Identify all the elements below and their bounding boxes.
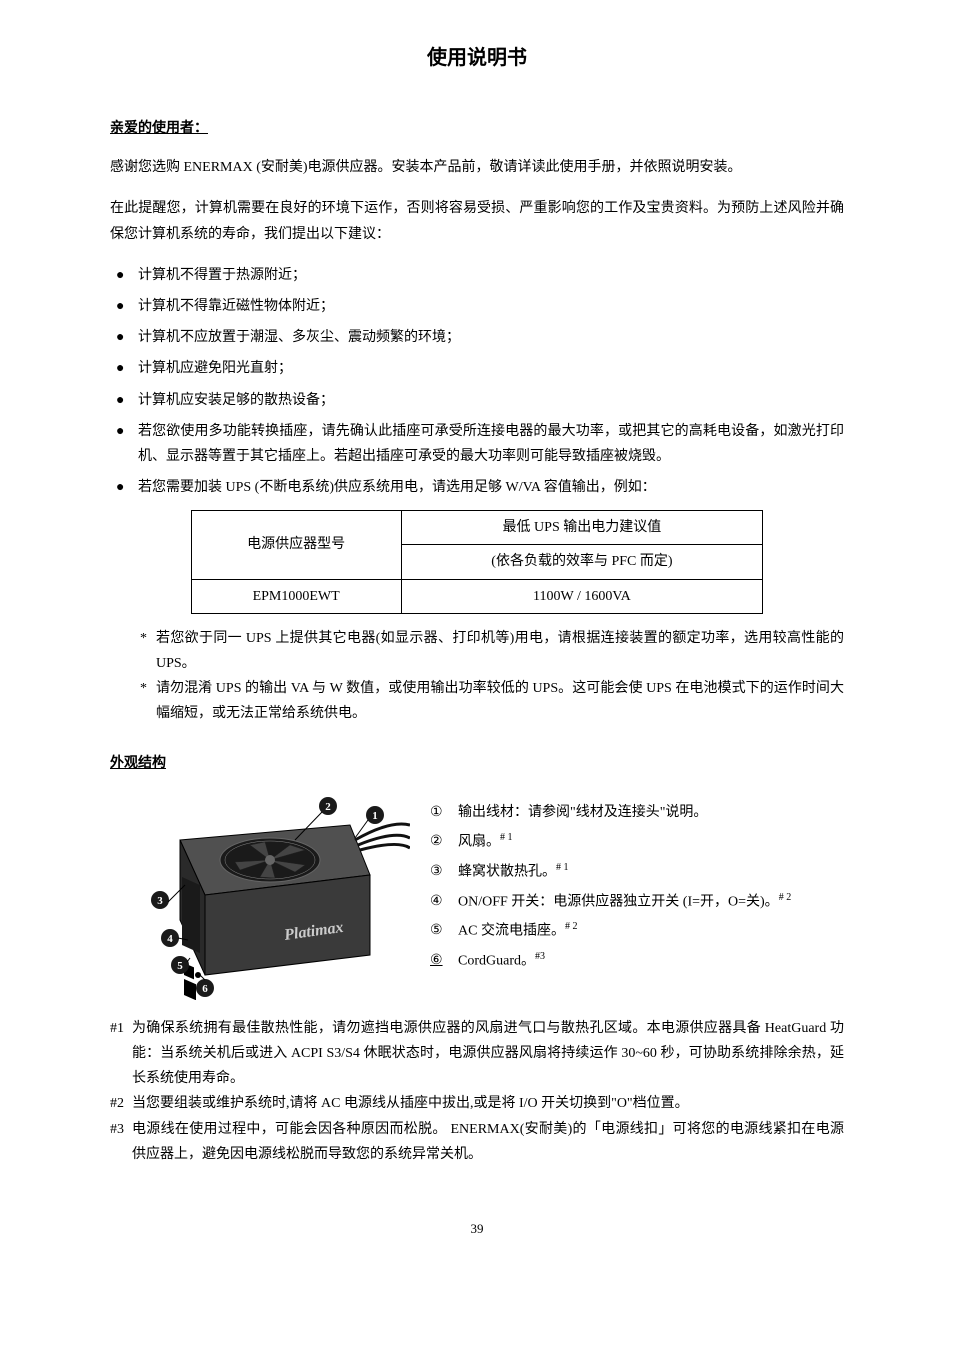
advice-item: 计算机不应放置于潮湿、多灰尘、震动频繁的环境； [110,325,844,350]
ups-note: 请勿混淆 UPS 的输出 VA 与 W 数值，或使用输出功率较低的 UPS。这可… [140,676,844,726]
ups-table-cell-model: EPM1000EWT [191,579,401,613]
hash-text: 电源线在使用过程中，可能会因各种原因而松脱。 ENERMAX(安耐美)的「电源线… [132,1122,844,1162]
structure-text: 风扇。 [458,835,500,850]
svg-text:3: 3 [157,895,163,907]
advice-item: 计算机应避免阳光直射； [110,356,844,381]
circled-num-icon: ④ [430,889,443,914]
svg-text:6: 6 [202,983,208,995]
sup-ref: # 2 [779,892,792,903]
advice-item: 若您需要加装 UPS (不断电系统)供应系统用电，请选用足够 W/VA 容值输出… [110,475,844,500]
advice-item: 计算机不得置于热源附近； [110,263,844,288]
hash-text: 为确保系统拥有最佳散热性能，请勿遮挡电源供应器的风扇进气口与散热孔区域。本电源供… [132,1021,844,1086]
circled-num-icon: ② [430,829,443,854]
structure-item: ① 输出线材：请参阅"线材及连接头"说明。 [430,800,844,825]
advice-item: 计算机应安装足够的散热设备； [110,388,844,413]
page-number: 39 [110,1217,844,1240]
structure-text: 输出线材：请参阅"线材及连接头"说明。 [458,805,707,820]
structure-item: ② 风扇。# 1 [430,829,844,855]
structure-text: 蜂窝状散热孔。 [458,864,556,879]
svg-text:5: 5 [177,960,183,972]
psu-diagram: Platimax 1 2 3 4 5 6 [110,790,410,1000]
structure-text: AC 交流电插座。 [458,924,565,939]
hash-note: #3 电源线在使用过程中，可能会因各种原因而松脱。 ENERMAX(安耐美)的「电… [110,1117,844,1167]
sup-ref: # 2 [565,921,578,932]
intro-para-1: 感谢您选购 ENERMAX (安耐美)电源供应器。安装本产品前，敬请详读此使用手… [110,155,844,180]
hash-note: #2 当您要组装或维护系统时,请将 AC 电源线从插座中拔出,或是将 I/O 开关… [110,1091,844,1116]
svg-text:4: 4 [167,933,173,945]
circled-num-icon: ⑥ [430,948,443,973]
circled-num-icon: ③ [430,859,443,884]
structure-text: CordGuard。 [458,954,535,969]
advice-item: 若您欲使用多功能转换插座，请先确认此插座可承受所连接电器的最大功率，或把其它的高… [110,419,844,469]
svg-text:2: 2 [325,801,331,813]
ups-table-header-model: 电源供应器型号 [191,511,401,579]
ups-note: 若您欲于同一 UPS 上提供其它电器(如显示器、打印机等)用电，请根据连接装置的… [140,626,844,676]
circled-num-icon: ⑤ [430,918,443,943]
hash-tag: #2 [110,1091,124,1116]
hash-note: #1 为确保系统拥有最佳散热性能，请勿遮挡电源供应器的风扇进气口与散热孔区域。本电… [110,1016,844,1092]
ups-table-header-subvalue: (依各负载的效率与 PFC 而定) [401,545,763,579]
hash-tag: #1 [110,1016,124,1041]
ups-table-cell-value: 1100W / 1600VA [401,579,763,613]
sup-ref: #3 [535,951,545,962]
psu-svg: Platimax 1 2 3 4 5 6 [110,790,410,1000]
structure-item: ⑤ AC 交流电插座。# 2 [430,918,844,944]
structure-list: ①输出线材：请参阅"线材及连接头"说明。 ②风扇。# 1 ③蜂窝状散热孔。# 1… [430,790,844,978]
structure-heading: 外观结构 [110,751,844,776]
sup-ref: # 1 [556,862,569,873]
intro-para-2: 在此提醒您，计算机需要在良好的环境下运作，否则将容易受损、严重影响您的工作及宝贵… [110,196,844,246]
hash-text: 当您要组装或维护系统时,请将 AC 电源线从插座中拔出,或是将 I/O 开关切换… [132,1096,689,1111]
hash-notes: #1 为确保系统拥有最佳散热性能，请勿遮挡电源供应器的风扇进气口与散热孔区域。本电… [110,1016,844,1167]
advice-list: 计算机不得置于热源附近； 计算机不得靠近磁性物体附近； 计算机不应放置于潮湿、多… [110,263,844,501]
ups-table-header-value: 最低 UPS 输出电力建议值 [401,511,763,545]
greeting-heading: 亲爱的使用者： [110,116,844,141]
structure-text: ON/OFF 开关：电源供应器独立开关 (I=开，O=关)。 [458,894,779,909]
structure-item: ④ ON/OFF 开关：电源供应器独立开关 (I=开，O=关)。# 2 [430,889,844,915]
structure-item: ⑥ CordGuard。#3 [430,948,844,974]
ups-notes: 若您欲于同一 UPS 上提供其它电器(如显示器、打印机等)用电，请根据连接装置的… [110,626,844,727]
page-title: 使用说明书 [110,40,844,76]
structure-block: Platimax 1 2 3 4 5 6 [110,790,844,1000]
ups-table: 电源供应器型号 最低 UPS 输出电力建议值 (依各负载的效率与 PFC 而定)… [191,510,764,614]
circled-num-icon: ① [430,800,443,825]
sup-ref: # 1 [500,832,513,843]
structure-item: ③ 蜂窝状散热孔。# 1 [430,859,844,885]
svg-text:1: 1 [372,810,378,822]
hash-tag: #3 [110,1117,124,1142]
advice-item: 计算机不得靠近磁性物体附近； [110,294,844,319]
